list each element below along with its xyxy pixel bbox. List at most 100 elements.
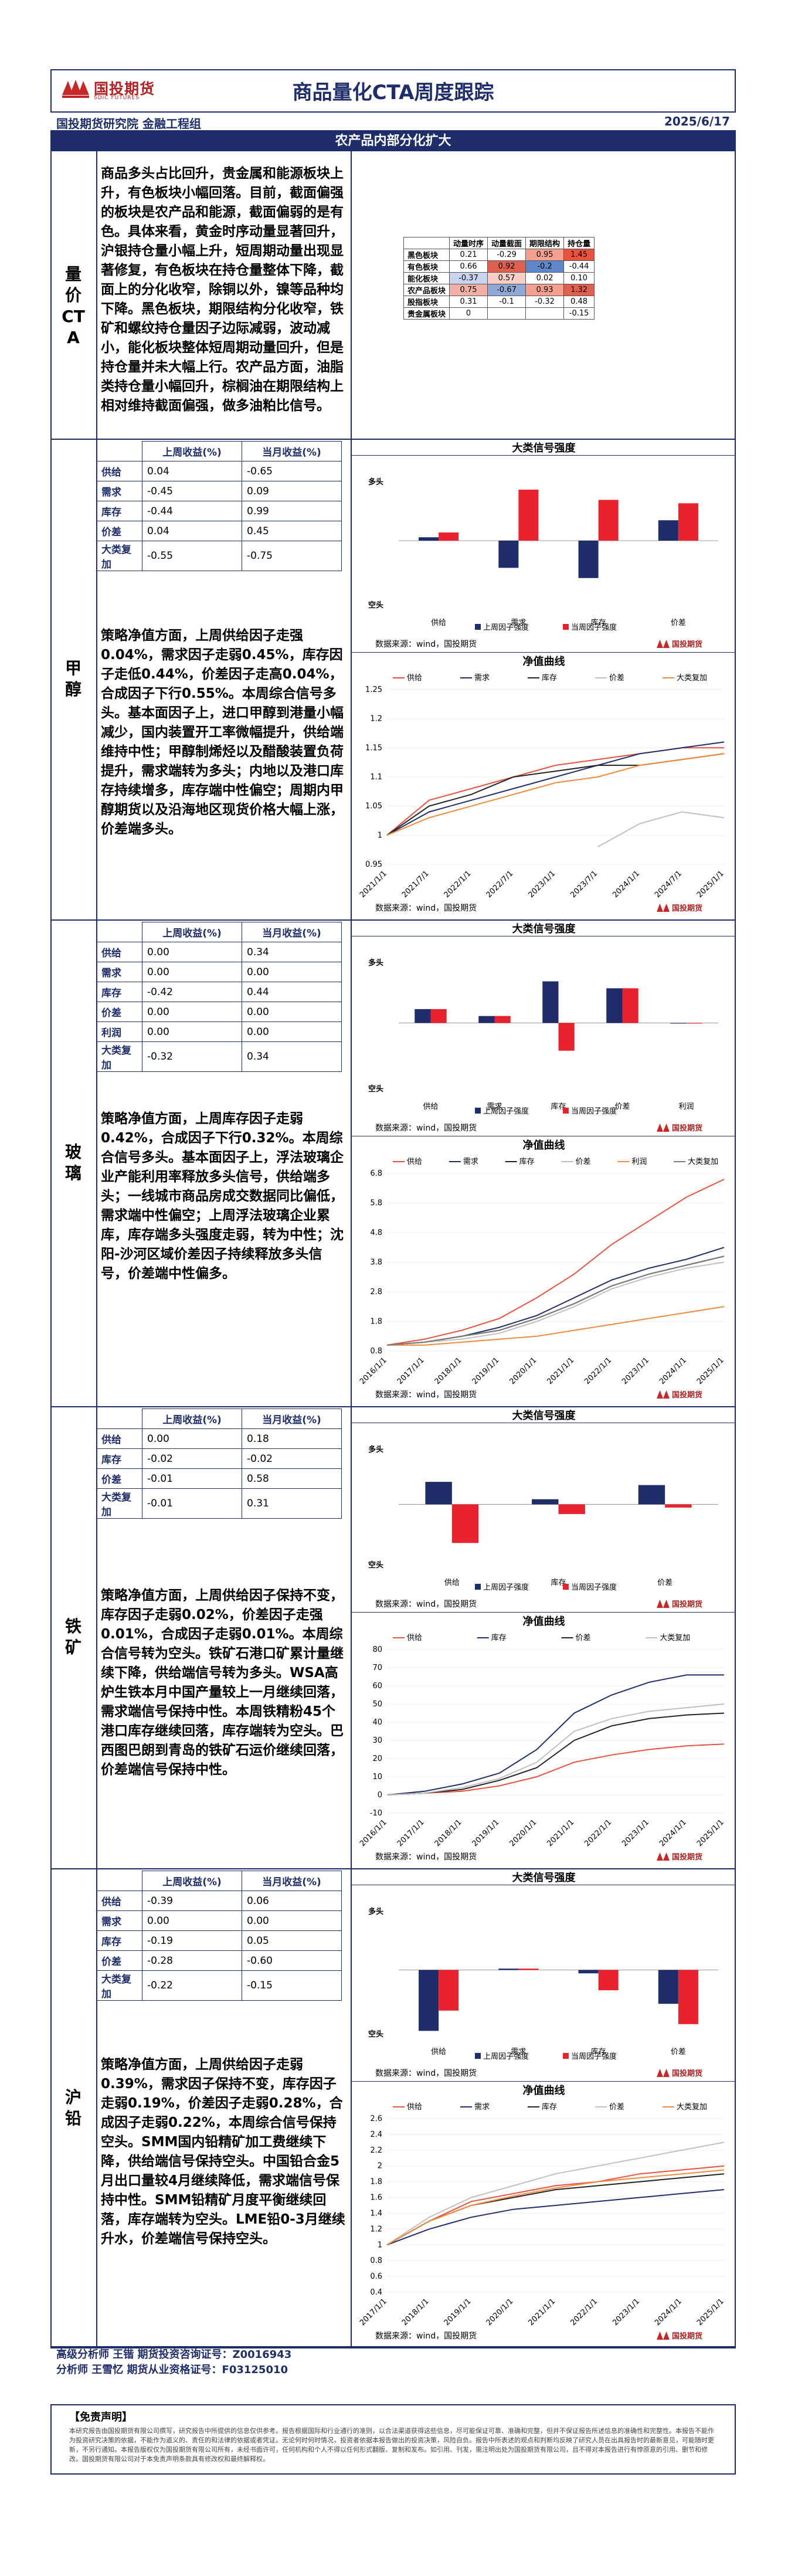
month-return: 0.06 (242, 1891, 342, 1911)
signal-bar (558, 1023, 575, 1051)
cta-row-name: 农产品板块 (403, 284, 450, 296)
cta-cell: 0.75 (449, 284, 488, 296)
y-tick: 2.8 (370, 1288, 382, 1297)
sdic-logo-icon: 国投期货 (657, 1389, 702, 1400)
returns-row: 库存 -0.19 0.05 (96, 1930, 342, 1951)
y-tick: 1 (378, 2241, 382, 2249)
month-return: 0.34 (242, 942, 342, 962)
long-label: 多头 (368, 1907, 383, 1916)
y-tick: 0.8 (370, 1347, 382, 1356)
month-return: -0.02 (242, 1448, 342, 1469)
chart-source: 数据来源：wind，国投期货 (375, 904, 477, 913)
y-tick: -10 (370, 1809, 382, 1818)
returns-row: 价差 0.00 0.00 (96, 1002, 342, 1022)
nav-chart: 0.4 0.6 0.8 1 1.2 1.4 1.6 1.8 2 2.2 2.4 2.6 2017/1/1… (358, 2102, 726, 2327)
signal-bar (494, 1016, 511, 1023)
factor-name: 库存 (96, 982, 142, 1002)
returns-table: 上周收益(%) 当月收益(%) 供给 0.00 0.18 库存 -0.02 -0.02 价差 -0… (96, 1409, 342, 1519)
x-tick: 2024/1/1 (611, 869, 641, 900)
signal-bar (558, 1504, 585, 1514)
category-label: 利润 (678, 1102, 694, 1111)
last-week-return: 0.00 (142, 962, 242, 982)
last-week-return: 0.00 (142, 1910, 242, 1931)
x-tick: 2018/1/1 (433, 1818, 464, 1848)
last-week-return: -0.32 (142, 1041, 242, 1072)
month-return: 0.00 (242, 1021, 342, 1042)
factor-name: 大类复加 (96, 1970, 142, 2001)
returns-row: 价差 0.04 0.45 (96, 521, 342, 541)
legend-label: 利润 (631, 1158, 647, 1166)
legend-label: 供给 (407, 674, 422, 683)
section-label-text: 甲醇 (64, 659, 81, 699)
signal-bar (686, 1023, 702, 1024)
y-tick: 1.05 (365, 802, 382, 811)
signal-bar (518, 490, 539, 541)
last-week-return: 0.00 (142, 1002, 242, 1022)
category-label: 供给 (431, 619, 446, 627)
category-label: 需求 (487, 1102, 502, 1111)
month-return: -0.60 (242, 1950, 342, 1971)
legend-label: 需求 (474, 674, 490, 683)
signal-bar (419, 1970, 439, 2031)
chart-source: 数据来源：wind，国投期货 (375, 1600, 477, 1609)
category-label: 库存 (551, 1102, 566, 1111)
last-week-return: 0.00 (142, 1021, 242, 1042)
overview-label: 量价CTA (50, 264, 96, 348)
cta-table-header: 期限结构 (525, 237, 565, 249)
signal-bar (578, 1970, 599, 1974)
overview-text: 商品多头占比回升，贵金属和能源板块上升，有色板块小幅回落。目前，截面偏强的板块是… (101, 166, 344, 413)
x-tick: 2017/1/1 (358, 2297, 389, 2327)
returns-table-header: 上周收益(%) 当月收益(%) (97, 922, 342, 942)
series-line (597, 811, 725, 848)
cta-cell: 0.93 (525, 284, 565, 296)
x-tick: 2018/1/1 (433, 1356, 464, 1386)
returns-row: 库存 -0.44 0.99 (96, 501, 342, 521)
short-label: 空头 (368, 1560, 383, 1570)
returns-row: 供给 0.04 -0.65 (96, 461, 342, 481)
returns-row: 价差 -0.28 -0.60 (96, 1950, 342, 1971)
factor-name: 大类复加 (96, 541, 142, 571)
signal-chart-title: 大类信号强度 (512, 1872, 576, 1884)
signal-bar (478, 1016, 495, 1023)
returns-row: 需求 0.00 0.00 (96, 1910, 342, 1931)
category-label: 供给 (423, 1102, 438, 1111)
cta-row-name: 黑色板块 (403, 249, 450, 261)
cta-cell: -0.67 (487, 284, 527, 296)
y-tick: 1.2 (370, 715, 382, 724)
legend-this-week: 当周因子强度 (571, 1107, 617, 1116)
returns-row: 需求 -0.45 0.09 (96, 481, 342, 501)
returns-table-header: 上周收益(%) 当月收益(%) (97, 1409, 342, 1429)
legend-this-week: 当周因子强度 (571, 623, 617, 632)
returns-row: 价差 -0.01 0.58 (96, 1468, 342, 1489)
legend-swatch (563, 2053, 569, 2059)
divider-label (96, 151, 97, 2347)
series-line (386, 2189, 725, 2246)
factor-name: 库存 (96, 1448, 142, 1469)
chart-source: 数据来源：wind，国投期货 (375, 1852, 477, 1862)
signal-chart-title: 大类信号强度 (512, 442, 576, 454)
returns-row: 供给 0.00 0.18 (96, 1428, 342, 1449)
company-name-en: SDIC FUTURES (94, 95, 140, 101)
cta-table-row: 能化板块 -0.37 0.57 0.02 0.10 (403, 272, 595, 284)
legend-label: 供给 (407, 2103, 422, 2112)
cta-cell: 0 (449, 307, 488, 320)
series-line (386, 1179, 725, 1346)
category-label: 库存 (551, 1578, 566, 1587)
y-tick: 0.6 (370, 2272, 382, 2281)
month-return: -0.15 (242, 1970, 342, 2001)
factor-name: 价差 (96, 1468, 142, 1489)
legend-label: 供给 (407, 1634, 422, 1642)
returns-table: 上周收益(%) 当月收益(%) 供给 0.00 0.34 需求 0.00 0.00 库存 -0.4… (96, 922, 342, 1072)
x-tick: 2025/1/1 (695, 1356, 726, 1386)
category-label: 供给 (444, 1579, 460, 1587)
legend-swatch (475, 1584, 481, 1590)
signal-bar (415, 1009, 431, 1023)
series-line (386, 741, 725, 836)
factor-name: 供给 (96, 1428, 142, 1449)
cta-cell: -0.44 (563, 260, 595, 273)
divider (352, 2081, 736, 2082)
sdic-logo-icon: 国投期货 (657, 1851, 702, 1862)
divider (50, 919, 736, 921)
